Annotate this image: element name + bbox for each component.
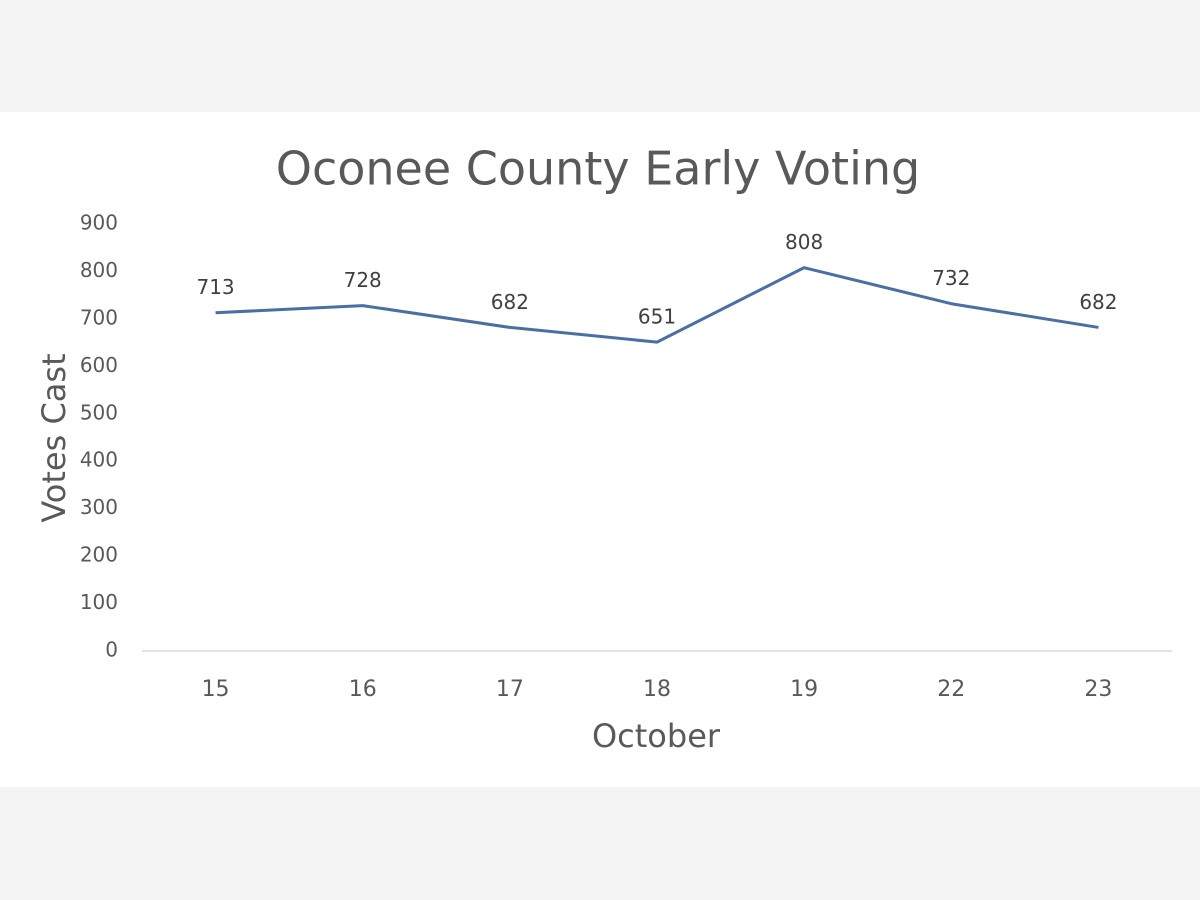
data-label: 728 (344, 268, 382, 292)
x-tick-label: 15 (202, 677, 230, 702)
y-tick-label: 800 (80, 258, 118, 282)
data-label: 682 (491, 290, 529, 314)
y-tick-label: 900 (80, 211, 118, 235)
data-label: 808 (785, 230, 823, 254)
y-axis-label: Votes Cast (35, 353, 73, 522)
x-tick-label: 22 (937, 677, 965, 702)
x-tick-label: 17 (496, 677, 524, 702)
chart-area (0, 112, 1200, 787)
chart-title: Oconee County Early Voting (276, 142, 920, 196)
y-tick-label: 700 (80, 305, 118, 329)
data-label: 732 (932, 266, 970, 290)
data-label: 682 (1079, 290, 1117, 314)
line (215, 266, 1099, 344)
y-tick-label: 600 (80, 353, 118, 377)
data-label: 713 (196, 275, 234, 299)
y-tick-label: 400 (80, 448, 118, 472)
x-tick-label: 23 (1084, 677, 1112, 702)
x-tick-label: 19 (790, 677, 818, 702)
y-tick-label: 100 (80, 590, 118, 614)
data-label: 651 (638, 305, 676, 329)
x-tick-label: 18 (643, 677, 671, 702)
y-tick-label: 300 (80, 495, 118, 519)
y-tick-label: 200 (80, 543, 118, 567)
y-tick-label: 500 (80, 400, 118, 424)
x-tick-label: 16 (349, 677, 377, 702)
y-tick-label: 0 (105, 638, 118, 662)
x-axis-label: October (592, 717, 721, 755)
